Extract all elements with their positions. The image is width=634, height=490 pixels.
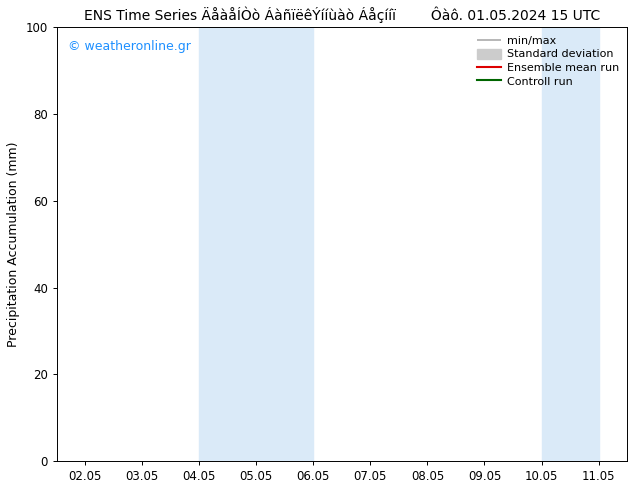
Title: ENS Time Series ÄåàåÍÒò ÁàñïëêÝííùàò Áåçííï        Ôàô. 01.05.2024 15 UTC: ENS Time Series ÄåàåÍÒò ÁàñïëêÝííùàò Áåç… xyxy=(84,7,600,24)
Text: © weatheronline.gr: © weatheronline.gr xyxy=(68,40,191,53)
Bar xyxy=(199,27,313,461)
Bar xyxy=(541,27,598,461)
Legend: min/max, Standard deviation, Ensemble mean run, Controll run: min/max, Standard deviation, Ensemble me… xyxy=(472,31,624,91)
Y-axis label: Precipitation Accumulation (mm): Precipitation Accumulation (mm) xyxy=(7,142,20,347)
